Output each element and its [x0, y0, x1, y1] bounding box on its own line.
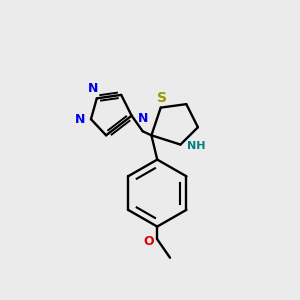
Text: N: N — [88, 82, 98, 95]
Text: O: O — [144, 235, 154, 248]
Text: S: S — [157, 91, 167, 105]
Text: NH: NH — [187, 141, 206, 151]
Text: N: N — [138, 112, 148, 124]
Text: N: N — [75, 113, 85, 126]
